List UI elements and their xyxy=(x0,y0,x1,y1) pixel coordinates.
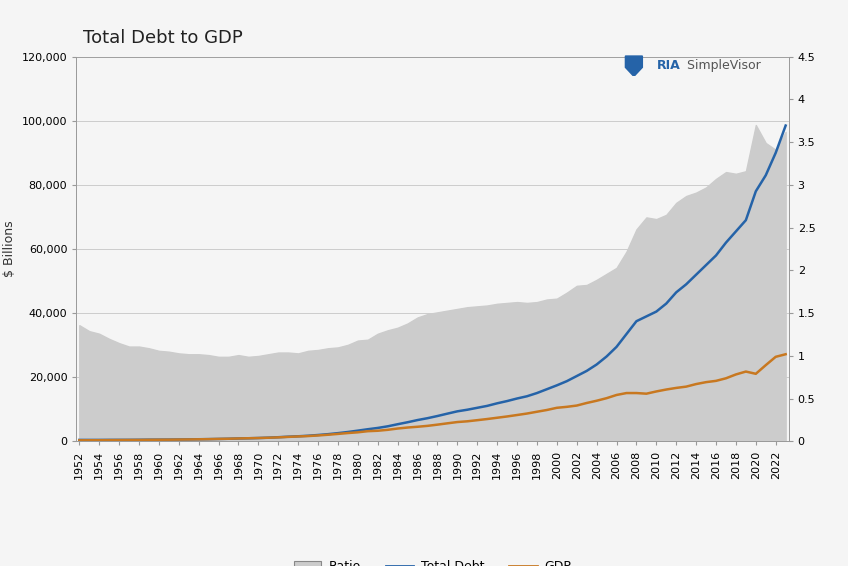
Legend: Ratio, Total Debt, GDP: Ratio, Total Debt, GDP xyxy=(288,555,577,566)
Text: RIA: RIA xyxy=(657,59,681,72)
Text: Total Debt to GDP: Total Debt to GDP xyxy=(83,29,243,47)
Text: SimpleVisor: SimpleVisor xyxy=(683,59,761,72)
Y-axis label: $ Billions: $ Billions xyxy=(3,221,16,277)
Polygon shape xyxy=(625,56,643,76)
